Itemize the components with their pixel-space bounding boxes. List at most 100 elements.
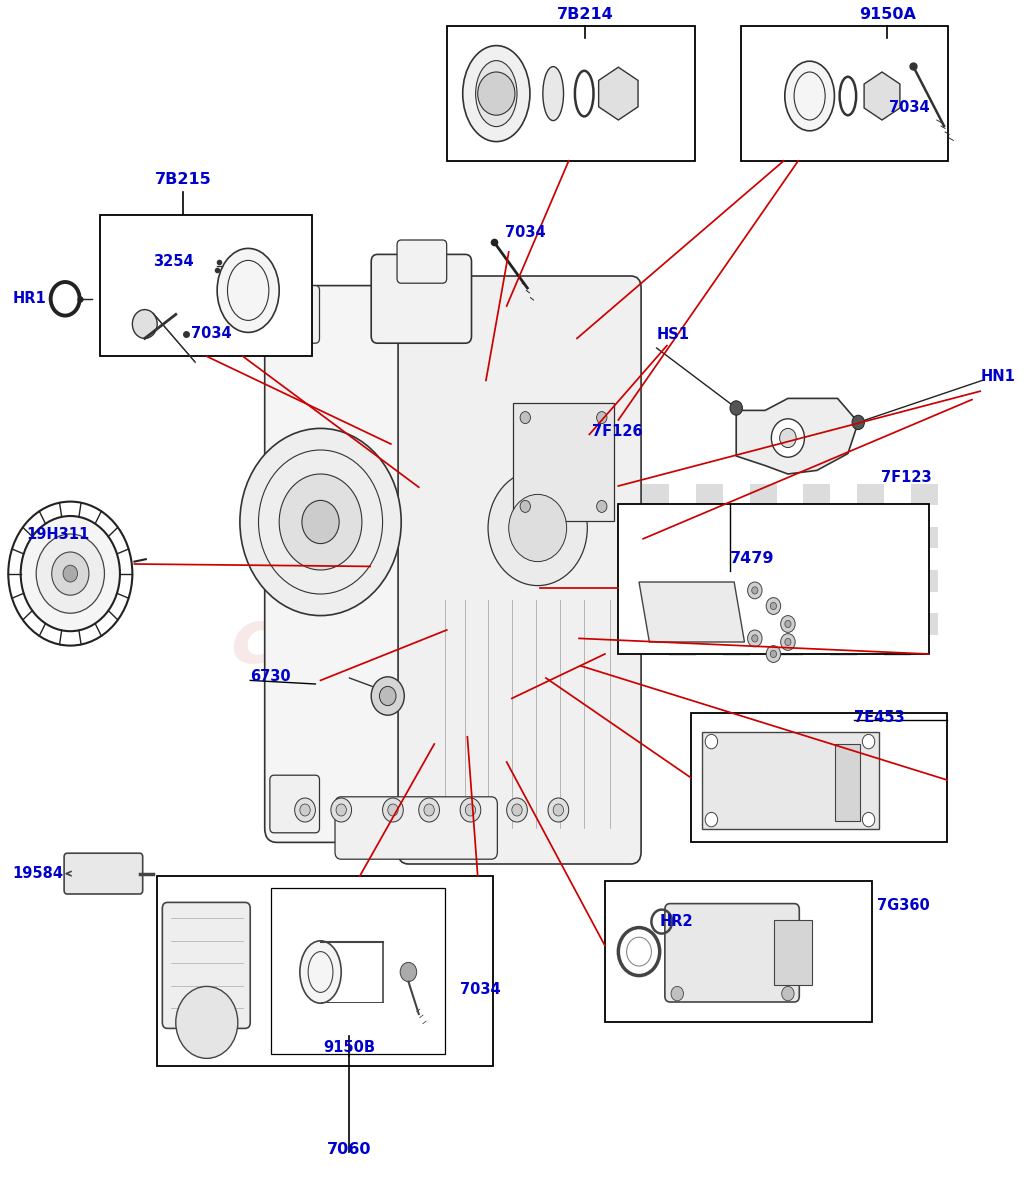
Ellipse shape <box>543 66 564 120</box>
FancyBboxPatch shape <box>270 286 320 343</box>
Bar <box>750 613 777 635</box>
Bar <box>696 484 723 505</box>
Text: 7060: 7060 <box>327 1142 372 1157</box>
Bar <box>741 26 948 161</box>
Circle shape <box>419 798 439 822</box>
Bar <box>830 548 857 570</box>
Bar <box>884 635 911 656</box>
FancyBboxPatch shape <box>835 744 860 821</box>
Ellipse shape <box>217 248 279 332</box>
FancyBboxPatch shape <box>64 853 143 894</box>
Polygon shape <box>736 398 858 474</box>
Ellipse shape <box>785 61 834 131</box>
Bar <box>911 613 938 635</box>
Text: 19H311: 19H311 <box>26 527 89 542</box>
Circle shape <box>548 798 569 822</box>
Bar <box>830 505 857 527</box>
FancyBboxPatch shape <box>371 254 472 343</box>
Circle shape <box>597 412 607 424</box>
FancyBboxPatch shape <box>335 797 497 859</box>
Circle shape <box>852 415 864 430</box>
Circle shape <box>781 634 795 650</box>
Bar <box>642 570 669 592</box>
FancyBboxPatch shape <box>702 732 879 829</box>
Text: 7479: 7479 <box>730 551 774 566</box>
Bar <box>750 484 777 505</box>
Bar <box>857 527 884 548</box>
FancyBboxPatch shape <box>774 920 812 985</box>
Circle shape <box>300 804 310 816</box>
Circle shape <box>379 686 396 706</box>
Text: HR1: HR1 <box>12 292 47 306</box>
Text: 19584: 19584 <box>12 866 63 881</box>
Circle shape <box>748 582 762 599</box>
Bar <box>884 592 911 613</box>
Circle shape <box>465 804 476 816</box>
Bar <box>271 888 445 1054</box>
Circle shape <box>671 986 683 1001</box>
Bar <box>642 613 669 635</box>
Text: 7B215: 7B215 <box>155 172 211 187</box>
Bar <box>723 505 750 527</box>
Bar <box>669 592 696 613</box>
Bar <box>777 592 803 613</box>
Bar <box>803 527 830 548</box>
Circle shape <box>752 635 758 642</box>
Bar <box>615 635 642 656</box>
Bar <box>615 505 642 527</box>
Bar <box>723 548 750 570</box>
Text: 7F126: 7F126 <box>592 425 643 439</box>
Text: 7034: 7034 <box>505 226 545 240</box>
Circle shape <box>63 565 78 582</box>
Circle shape <box>520 500 530 512</box>
Bar <box>723 592 750 613</box>
Bar <box>857 613 884 635</box>
Circle shape <box>730 401 742 415</box>
Circle shape <box>748 630 762 647</box>
Polygon shape <box>639 582 744 642</box>
Bar <box>803 570 830 592</box>
Circle shape <box>705 812 718 827</box>
Circle shape <box>771 419 804 457</box>
Circle shape <box>785 620 791 628</box>
Bar <box>750 570 777 592</box>
Bar <box>803 484 830 505</box>
Text: 7E453: 7E453 <box>854 710 905 725</box>
Circle shape <box>780 428 796 448</box>
Circle shape <box>553 804 564 816</box>
Bar <box>669 548 696 570</box>
Bar <box>696 527 723 548</box>
Bar <box>857 484 884 505</box>
Bar <box>777 635 803 656</box>
Circle shape <box>460 798 481 822</box>
Bar <box>696 570 723 592</box>
Circle shape <box>766 598 781 614</box>
Text: 9150B: 9150B <box>324 1040 375 1056</box>
Text: 9150A: 9150A <box>858 6 916 22</box>
Text: 3254: 3254 <box>153 254 193 269</box>
Text: osciliana
car  parts: osciliana car parts <box>232 521 637 679</box>
FancyBboxPatch shape <box>397 240 447 283</box>
Text: 7B214: 7B214 <box>557 6 613 22</box>
Ellipse shape <box>300 941 341 1003</box>
Circle shape <box>400 962 417 982</box>
Circle shape <box>770 602 777 610</box>
Text: 7034: 7034 <box>191 326 232 341</box>
Circle shape <box>336 804 346 816</box>
Bar <box>830 592 857 613</box>
Text: 7034: 7034 <box>889 101 930 115</box>
Bar <box>691 713 947 842</box>
Circle shape <box>302 500 339 544</box>
Text: HR2: HR2 <box>660 914 694 929</box>
Bar <box>100 215 312 356</box>
Circle shape <box>478 72 515 115</box>
Bar <box>447 26 695 161</box>
Text: 7G360: 7G360 <box>877 899 930 913</box>
FancyBboxPatch shape <box>270 775 320 833</box>
Circle shape <box>862 734 875 749</box>
Circle shape <box>507 798 527 822</box>
Bar <box>911 484 938 505</box>
Bar <box>777 505 803 527</box>
Circle shape <box>705 734 718 749</box>
Circle shape <box>862 812 875 827</box>
